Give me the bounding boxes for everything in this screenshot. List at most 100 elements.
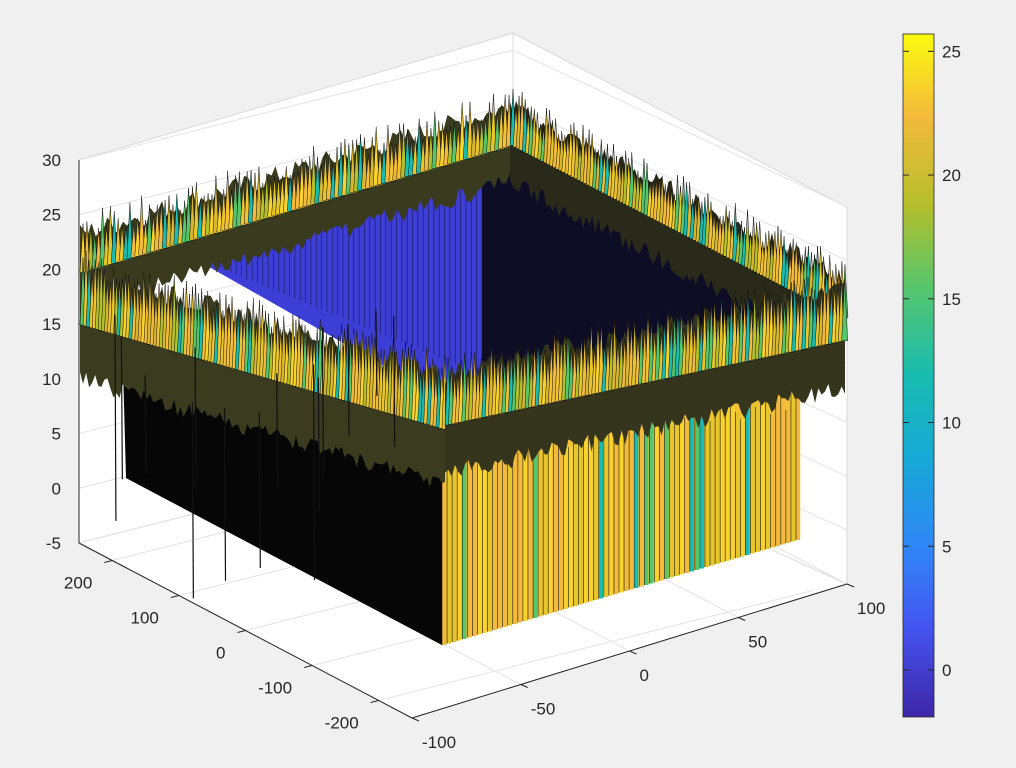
- rim-spike: [415, 118, 423, 174]
- rim-drop-spike: [144, 375, 147, 475]
- front-face-stripe: [543, 451, 548, 615]
- front-face-stripe: [755, 406, 760, 552]
- z-grid-line: [78, 49, 848, 208]
- rim-spike: [404, 129, 411, 177]
- front-face-stripe: [533, 432, 538, 618]
- front-face-stripe: [593, 404, 598, 600]
- rim-spike: [361, 137, 368, 190]
- y-tick-label: -100: [258, 679, 292, 698]
- rim-spike: [384, 125, 392, 183]
- rim-spike: [138, 195, 145, 256]
- x-tick-mark: [629, 650, 637, 655]
- front-face-stripe: [482, 427, 487, 633]
- front-face-stripe: [664, 417, 669, 579]
- front-face-stripe: [720, 402, 725, 563]
- front-face-stripe: [634, 400, 639, 588]
- front-face-stripe: [492, 448, 497, 630]
- front-face-stripe: [563, 420, 568, 609]
- rim-drop-spike: [258, 412, 261, 568]
- front-face-stripe: [452, 431, 457, 642]
- front-face-stripe: [442, 449, 447, 645]
- front-face-stripe: [522, 440, 528, 621]
- rim-spike: [212, 175, 220, 234]
- front-face-stripe: [790, 386, 796, 542]
- rim-spike: [255, 166, 263, 221]
- rim-drop-spike: [347, 323, 350, 436]
- rim-spike: [326, 153, 333, 201]
- rim-spike: [224, 170, 231, 231]
- rim-spike: [283, 166, 290, 213]
- front-face-stripe: [517, 452, 523, 623]
- rim-spike: [193, 182, 200, 240]
- x-tick-label: 50: [748, 633, 767, 652]
- front-face-stripe: [457, 443, 462, 641]
- colorbar-tick-label: 10: [942, 414, 961, 433]
- colorbar-tick-label: 15: [942, 290, 961, 309]
- front-face-stripe: [472, 447, 477, 636]
- front-face-stripe: [558, 419, 563, 611]
- rim-drop-spike: [375, 310, 378, 396]
- front-face-stripe: [467, 435, 472, 638]
- front-face-stripe: [679, 419, 684, 575]
- rim-drop-spike: [114, 314, 117, 521]
- colorbar-gradient: [902, 33, 935, 718]
- front-face-stripe: [507, 449, 512, 626]
- front-face-stripe: [568, 447, 573, 608]
- front-face-stripe: [583, 414, 588, 603]
- front-face-stripe: [730, 397, 735, 560]
- z-tick-label: -5: [46, 534, 61, 553]
- x-tick-label: 0: [640, 666, 649, 685]
- front-face-stripe: [619, 406, 624, 593]
- colorbar: 0 5 10 15 20 25: [902, 33, 961, 718]
- front-face-stripe: [573, 437, 578, 606]
- y-tick-label: 200: [64, 574, 92, 593]
- front-face-stripe: [527, 441, 533, 620]
- front-face-stripe: [512, 421, 517, 624]
- rim-drop-spike: [191, 402, 194, 599]
- front-face-stripe: [629, 431, 634, 590]
- rim-spike: [466, 101, 474, 159]
- z-tick-label: 5: [52, 425, 61, 444]
- front-face-stripe: [684, 417, 689, 573]
- rim-spike: [310, 146, 317, 205]
- y-tick-label: 100: [131, 609, 159, 628]
- front-face-stripe: [477, 426, 482, 635]
- front-face-stripe: [654, 403, 659, 582]
- front-face-stripe: [538, 430, 543, 617]
- rim-spike: [236, 171, 243, 227]
- front-face-stripe: [487, 429, 492, 632]
- front-face-stripe: [502, 441, 507, 627]
- y-tick-mark: [237, 630, 246, 633]
- front-face-stripe: [735, 411, 740, 558]
- front-face-stripe: [603, 420, 609, 597]
- x-tick-mark: [411, 717, 420, 722]
- front-face-stripe: [497, 459, 502, 629]
- front-face-stripe: [613, 436, 619, 594]
- rim-spike: [173, 193, 181, 246]
- z-tick-label: 25: [42, 206, 61, 225]
- rim-spike: [126, 202, 134, 259]
- rim-spike: [99, 207, 106, 267]
- rim-drop-spike: [223, 408, 227, 581]
- y-tick-label: 0: [216, 644, 225, 663]
- colorbar-tick-label: 0: [942, 661, 951, 680]
- x-tick-label: -100: [422, 733, 456, 752]
- front-face-stripe: [740, 419, 745, 557]
- front-face-stripe: [608, 420, 614, 596]
- front-face-stripe: [674, 390, 679, 576]
- y-tick-mark: [170, 595, 180, 598]
- front-face-stripe: [710, 420, 715, 566]
- front-face-stripe: [598, 421, 603, 599]
- rim-spike: [165, 195, 173, 248]
- y-tick-labels: -200 -100 0 100 200: [64, 560, 379, 733]
- x-tick-mark: [738, 617, 746, 621]
- front-face-stripe: [796, 379, 801, 540]
- front-face-stripe: [644, 415, 649, 585]
- front-face-stripe: [704, 403, 710, 567]
- front-face-stripe: [578, 407, 583, 605]
- z-tick-label: 30: [42, 151, 61, 170]
- y-tick-mark: [370, 700, 379, 703]
- y-tick-mark: [104, 560, 113, 563]
- front-face-stripe: [775, 400, 780, 546]
- x-tick-mark: [520, 684, 528, 688]
